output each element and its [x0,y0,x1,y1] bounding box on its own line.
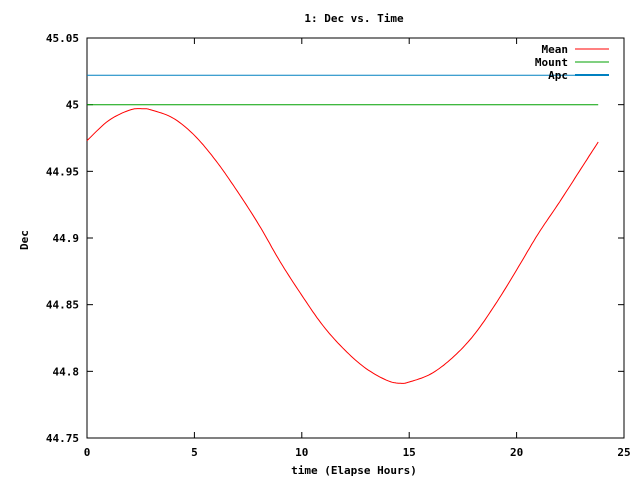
x-tick-label: 20 [510,446,523,459]
y-tick-label: 44.85 [46,299,79,312]
y-axis: 44.75 44.8 44.85 44.9 44.95 45 45.05 [46,32,624,445]
x-tick-label: 25 [617,446,630,459]
x-axis-label: time (Elapse Hours) [291,464,417,477]
y-tick-label: 44.9 [53,232,80,245]
y-tick-label: 44.8 [53,365,80,378]
x-tick-label: 10 [295,446,308,459]
x-tick-label: 15 [403,446,416,459]
y-tick-label: 45.05 [46,32,79,45]
y-axis-label: Dec [18,230,31,250]
legend-label-apc: Apc [548,69,568,82]
legend-label-mean: Mean [542,43,569,56]
y-tick-label: 44.75 [46,432,79,445]
legend-label-mount: Mount [535,56,568,69]
chart-title: 1: Dec vs. Time [304,12,404,25]
x-axis: 0 5 10 15 20 25 [84,38,631,459]
y-tick-label: 45 [66,99,79,112]
x-tick-label: 5 [191,446,198,459]
series-group [86,74,603,384]
y-tick-label: 44.95 [46,165,79,178]
series-line-mean [86,108,599,384]
x-tick-label: 0 [84,446,91,459]
plot-frame [86,37,625,439]
